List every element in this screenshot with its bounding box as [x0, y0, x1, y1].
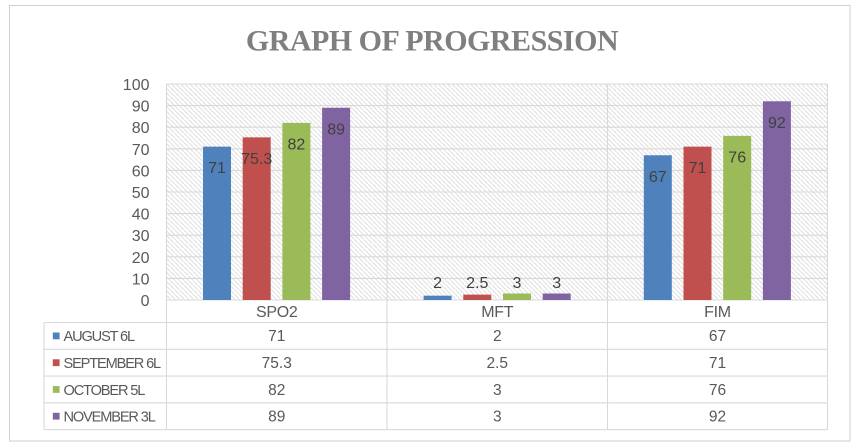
svg-text:3: 3: [493, 382, 502, 399]
svg-text:67: 67: [709, 328, 726, 345]
svg-text:80: 80: [132, 120, 150, 137]
svg-text:67: 67: [649, 169, 667, 186]
svg-text:76: 76: [728, 149, 746, 166]
svg-text:10: 10: [132, 271, 150, 288]
svg-text:SPO2: SPO2: [256, 304, 298, 321]
svg-text:20: 20: [132, 250, 150, 267]
svg-text:71: 71: [709, 355, 726, 372]
svg-text:2: 2: [493, 328, 502, 345]
svg-text:MFT: MFT: [481, 304, 514, 321]
svg-text:FIM: FIM: [704, 304, 731, 321]
svg-text:92: 92: [768, 115, 786, 132]
svg-text:3: 3: [513, 275, 522, 292]
svg-text:75.3: 75.3: [241, 151, 272, 168]
svg-text:2.5: 2.5: [466, 275, 488, 292]
svg-text:71: 71: [689, 160, 707, 177]
svg-text:75.3: 75.3: [262, 355, 292, 372]
svg-text:SEPTEMBER 6L: SEPTEMBER 6L: [64, 356, 162, 372]
svg-text:82: 82: [268, 382, 285, 399]
svg-text:40: 40: [132, 207, 150, 224]
svg-text:3: 3: [552, 275, 561, 292]
svg-text:2.5: 2.5: [486, 355, 508, 372]
svg-text:100: 100: [123, 77, 150, 94]
svg-text:GRAPH OF PROGRESSION: GRAPH OF PROGRESSION: [246, 25, 619, 58]
svg-text:OCTOBER 5L: OCTOBER 5L: [64, 383, 146, 399]
svg-text:82: 82: [288, 136, 306, 153]
svg-text:60: 60: [132, 163, 150, 180]
svg-text:90: 90: [132, 99, 150, 116]
svg-text:71: 71: [208, 160, 226, 177]
svg-text:3: 3: [493, 409, 502, 426]
svg-text:2: 2: [433, 275, 442, 292]
svg-text:50: 50: [132, 185, 150, 202]
svg-text:89: 89: [268, 409, 285, 426]
svg-text:89: 89: [327, 121, 345, 138]
svg-text:71: 71: [268, 328, 285, 345]
svg-text:76: 76: [709, 382, 726, 399]
svg-text:0: 0: [141, 293, 150, 310]
svg-text:70: 70: [132, 142, 150, 159]
svg-text:AUGUST 6L: AUGUST 6L: [64, 329, 136, 345]
svg-text:92: 92: [709, 409, 726, 426]
svg-text:NOVEMBER 3L: NOVEMBER 3L: [64, 410, 156, 426]
svg-text:30: 30: [132, 228, 150, 245]
